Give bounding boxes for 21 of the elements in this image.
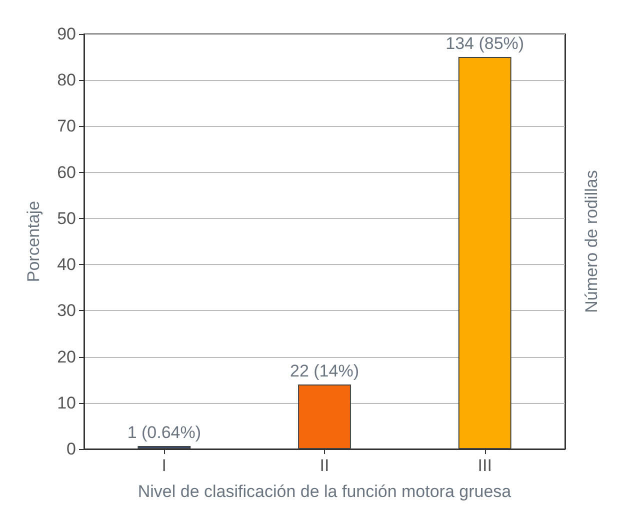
y-tick-label: 0: [66, 440, 76, 458]
data-label: 134 (85%): [446, 34, 524, 54]
y-axis-title: Porcentaje: [24, 200, 43, 282]
y-tick-label: 20: [57, 347, 76, 366]
data-label: 1 (0.64%): [127, 423, 202, 442]
data-label: 22 (14%): [290, 361, 359, 380]
y-tick-label: 90: [57, 24, 76, 44]
y-tick-label: 30: [57, 301, 76, 320]
x-tick-label: III: [478, 456, 492, 475]
bar: [298, 384, 351, 449]
y-tick-label: 60: [57, 162, 76, 182]
x-tick-label: II: [320, 456, 330, 475]
y-tick-label: 10: [57, 393, 76, 412]
x-tick-label: I: [162, 456, 167, 475]
y2-axis-title: Número de rodillas: [582, 170, 601, 313]
y-tick-label: 80: [57, 70, 76, 90]
bar: [458, 57, 512, 449]
y-tick-label: 50: [57, 208, 76, 228]
y-tick-label: 70: [57, 116, 76, 136]
y-tick-label: 40: [57, 255, 76, 274]
x-axis-title: Nivel de clasificación de la función motora gruesa: [138, 482, 512, 501]
